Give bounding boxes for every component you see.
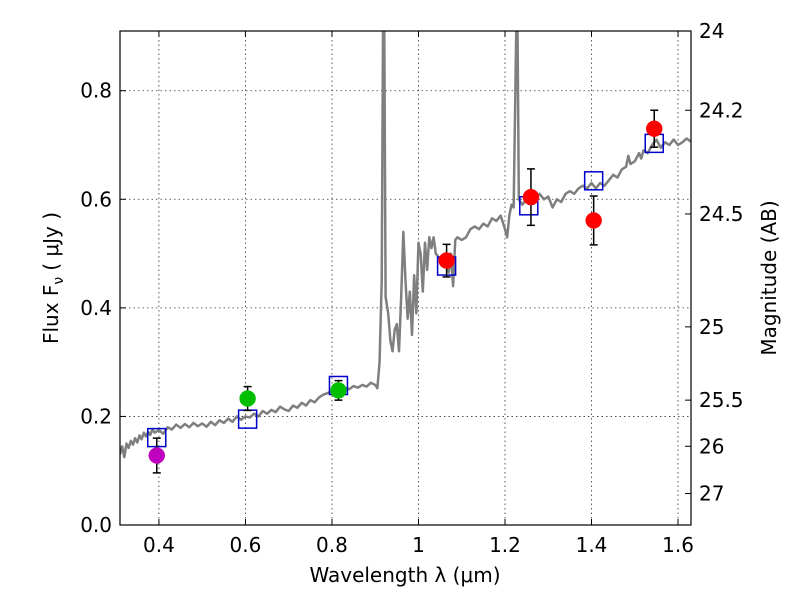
magnitude-tick-label: 26: [699, 434, 724, 458]
model-sed-line-layer: [120, 31, 691, 459]
x-axis-label: Wavelength λ (μm): [309, 563, 500, 587]
model-sed-line: [120, 31, 691, 459]
y-tick-label: 0.4: [80, 296, 112, 320]
x-tick-label: 1.6: [662, 533, 694, 557]
magnitude-tick-label: 24: [699, 19, 724, 43]
model-photometry-square: [583, 171, 604, 191]
observed-photometry-point: [438, 252, 455, 269]
y-axis-label-subscript: ν: [51, 277, 67, 285]
x-tick-label: 0.8: [316, 533, 348, 557]
x-tick-label: 1: [412, 533, 425, 557]
y-axis-label: Flux Fν ( μJy ): [39, 212, 67, 344]
x-tick-label: 1.2: [489, 533, 521, 557]
observed-photometry-point: [522, 188, 540, 206]
observed-photometry-point: [645, 120, 663, 137]
x-tick-label: 0.6: [230, 533, 262, 557]
axis-ticks: 0.4 0.6 0.8 1 1.2 1.4 1.6 0.0 0.2 0.4 0.6 0.8 24 24.2…: [80, 19, 743, 557]
observed-photometry-point: [585, 212, 602, 229]
y-axis-label-unit: ( μJy ): [39, 212, 63, 271]
y-axis-label-main: Flux F: [39, 285, 63, 344]
magnitude-tick-label: 24.2: [699, 98, 744, 122]
magnitude-tick-label: 25: [699, 315, 724, 339]
photometry-markers: [147, 109, 664, 474]
plot-frame: [119, 30, 692, 526]
magnitude-tick-label: 24.5: [699, 202, 744, 226]
observed-photometry-point: [148, 447, 166, 464]
observed-photometry-point: [330, 382, 347, 399]
x-tick-label: 1.4: [576, 533, 608, 557]
y-tick-label: 0.2: [80, 404, 112, 428]
observed-photometry-point: [239, 390, 256, 407]
magnitude-tick-label: 27: [699, 482, 724, 506]
right-axis-label: Magnitude (AB): [757, 200, 781, 355]
x-tick-label: 0.4: [143, 533, 175, 557]
magnitude-tick-label: 25.5: [699, 388, 744, 412]
y-tick-label: 0.8: [80, 79, 112, 103]
y-tick-label: 0.0: [80, 513, 112, 537]
y-tick-label: 0.6: [80, 187, 112, 211]
